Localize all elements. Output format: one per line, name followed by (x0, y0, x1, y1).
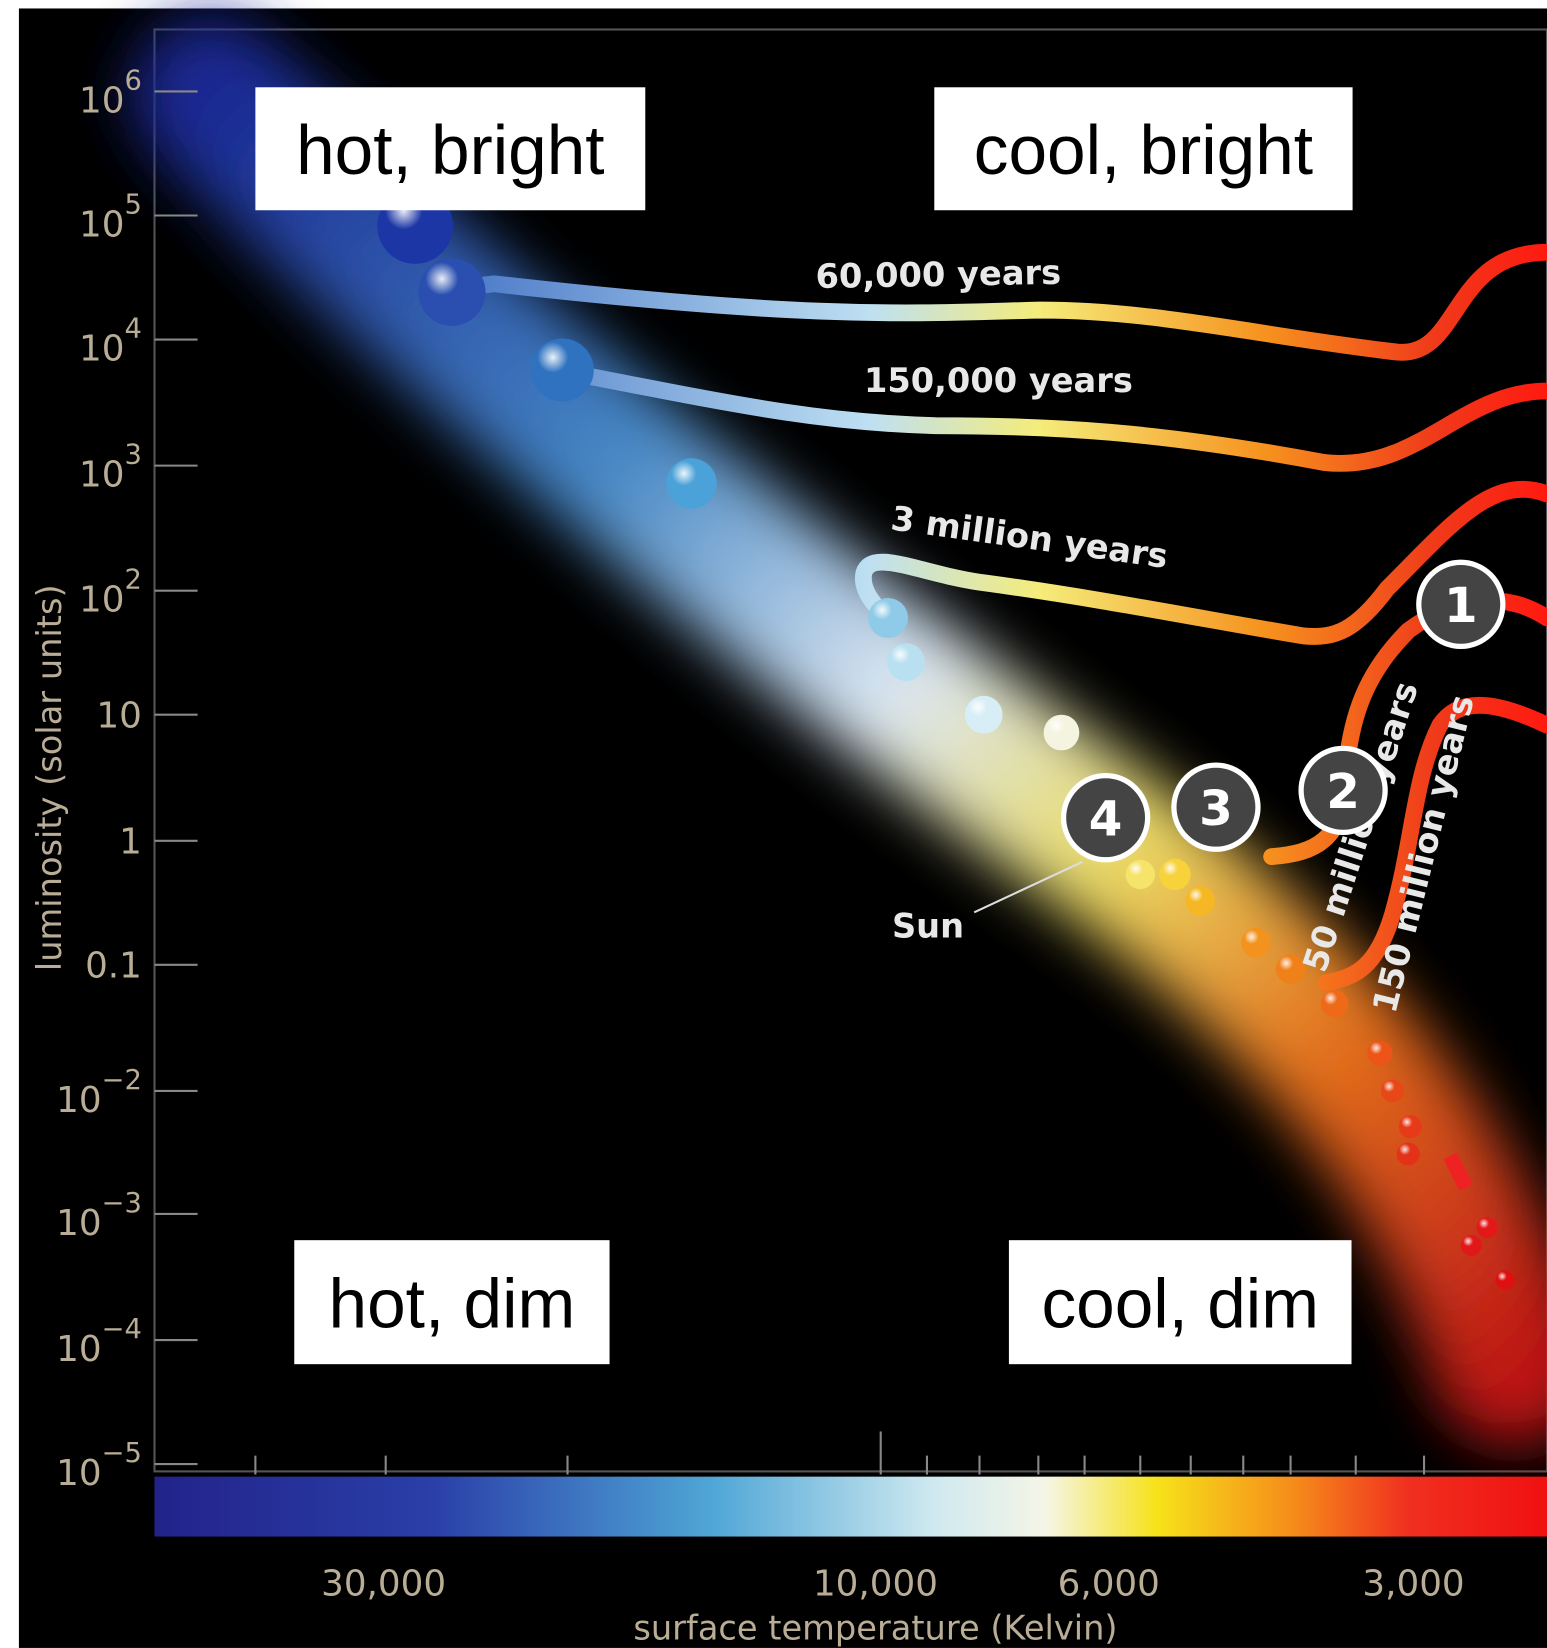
track-label: 60,000 years (815, 253, 1061, 296)
star-highlight (1381, 1079, 1404, 1102)
quadrant-label: cool, bright (974, 111, 1313, 189)
star-highlight (531, 338, 594, 401)
tick-exponent: 4 (124, 313, 141, 344)
tick-base: 10 (56, 1203, 101, 1244)
tick-base: 10 (79, 455, 124, 496)
y-tick-label: 10 (96, 695, 141, 736)
tick-base: 10 (79, 81, 124, 122)
tick-exponent: −4 (102, 1314, 142, 1345)
tick-exponent: −2 (102, 1065, 142, 1096)
page: { "y_axis": { "label": "luminosity (sola… (0, 0, 1547, 1648)
panel (19, 8, 1547, 1647)
star-highlight (1399, 1115, 1422, 1138)
tick-base: 10 (56, 1080, 101, 1121)
star-highlight (1477, 1217, 1498, 1238)
star-highlight (1461, 1235, 1482, 1256)
star-highlight (1397, 1142, 1420, 1165)
quadrant-label: hot, dim (329, 1264, 576, 1342)
marker-number: 1 (1444, 578, 1478, 634)
x-tick-label: 10,000 (813, 1563, 938, 1604)
hr-diagram: 1061051041031021010.110−210−310−410−5 30… (0, 0, 1547, 1648)
star-highlight (1044, 715, 1080, 751)
tick-base: 10 (56, 1453, 101, 1494)
spectral-bar (154, 1477, 1547, 1537)
star-highlight (1321, 990, 1348, 1017)
star-highlight (868, 598, 908, 638)
y-tick-label: 0.1 (85, 945, 142, 986)
x-tick-label: 3,000 (1362, 1563, 1464, 1604)
tick-base: 10 (56, 1329, 101, 1370)
track-label: 150,000 years (864, 361, 1133, 400)
tick-base: 10 (79, 329, 124, 370)
star-highlight (1126, 860, 1155, 889)
tick-exponent: 5 (124, 189, 141, 220)
tick-exponent: −3 (102, 1188, 142, 1219)
x-tick-label: 6,000 (1058, 1563, 1160, 1604)
star-highlight (1159, 859, 1191, 891)
y-axis-title: luminosity (solar units) (30, 584, 69, 971)
star-highlight (418, 259, 485, 326)
sun-label: Sun (892, 907, 964, 946)
marker-number: 4 (1089, 792, 1123, 848)
tick-base: 10 (79, 580, 124, 621)
tick-exponent: 2 (124, 565, 141, 596)
tick-exponent: 3 (124, 440, 141, 471)
star-highlight (1185, 886, 1214, 915)
star-highlight (1367, 1040, 1392, 1065)
star-highlight (965, 696, 1003, 734)
quadrant-label: hot, bright (296, 111, 604, 189)
star-highlight (887, 643, 925, 681)
marker-number: 2 (1326, 764, 1360, 820)
marker-number: 3 (1199, 781, 1233, 837)
x-tick-label: 30,000 (321, 1563, 446, 1604)
x-axis-title: surface temperature (Kelvin) (633, 1609, 1117, 1648)
star-highlight (1496, 1271, 1515, 1290)
quadrant-label: cool, dim (1041, 1264, 1319, 1342)
tick-exponent: 6 (124, 65, 141, 96)
star-highlight (1241, 928, 1270, 957)
y-tick-label: 1 (119, 821, 142, 862)
star-highlight (666, 458, 716, 508)
tick-exponent: −5 (102, 1438, 142, 1469)
tick-base: 10 (79, 205, 124, 246)
